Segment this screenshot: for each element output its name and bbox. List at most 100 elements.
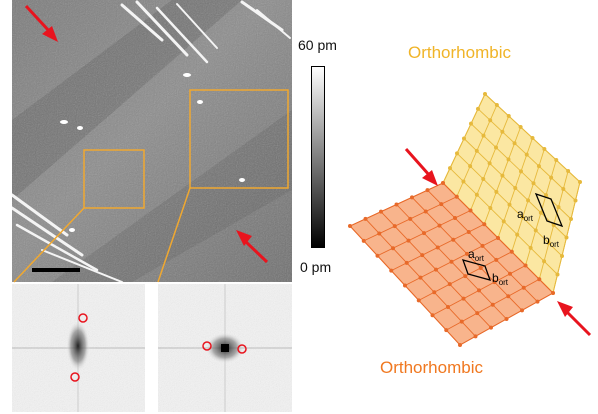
orange-lattice-point bbox=[461, 296, 466, 301]
colorbar-min-label: 0 pm bbox=[300, 259, 332, 275]
colorbar-max-label: 60 pm bbox=[298, 37, 337, 53]
orange-lattice-point bbox=[425, 188, 430, 193]
orange-b-label: bort bbox=[492, 271, 509, 287]
yellow-lattice-point bbox=[476, 106, 480, 111]
orange-unit-cell bbox=[461, 259, 492, 281]
orange-lattice-point bbox=[451, 237, 456, 242]
lattice-schematic: aort bort aort bort bbox=[348, 92, 592, 347]
yellow-lattice-point bbox=[536, 164, 541, 169]
orange-lattice-point bbox=[535, 299, 540, 304]
yellow-lattice-point bbox=[531, 181, 536, 186]
yellow-lattice-point bbox=[530, 136, 535, 140]
scale-bar bbox=[32, 268, 80, 272]
orange-lattice-point bbox=[379, 209, 383, 214]
yellow-b-label: bort bbox=[543, 233, 560, 249]
lattice-arrow-bottom bbox=[557, 301, 592, 337]
orange-lattice-point bbox=[482, 222, 487, 227]
orange-lattice-point bbox=[449, 259, 454, 264]
yellow-lattice-point bbox=[555, 272, 560, 277]
orange-lattice-point bbox=[454, 194, 459, 199]
orange-lattice-point bbox=[416, 298, 421, 303]
yellow-lattice-point bbox=[542, 147, 547, 151]
orange-lattice-point bbox=[523, 263, 528, 268]
fft-peak-marker bbox=[202, 341, 212, 351]
yellow-lattice-point bbox=[474, 192, 479, 197]
yellow-lattice-point bbox=[573, 198, 578, 203]
orange-lattice-point bbox=[444, 328, 449, 333]
yellow-lattice-point bbox=[461, 179, 466, 184]
fft-peak-marker bbox=[237, 344, 247, 354]
yellow-lattice-point bbox=[524, 152, 529, 157]
orange-lattice-point bbox=[480, 243, 485, 248]
yellow-lattice-point bbox=[469, 121, 473, 126]
yellow-lattice-point bbox=[481, 177, 486, 181]
yellow-lattice-point bbox=[494, 103, 499, 107]
orange-lattice-point bbox=[478, 265, 483, 270]
orange-lattice-point bbox=[439, 202, 444, 207]
orange-lattice-point bbox=[466, 229, 471, 234]
orange-lattice-point bbox=[494, 257, 499, 262]
fft-peak-marker bbox=[78, 313, 88, 323]
yellow-lattice-point bbox=[507, 202, 512, 207]
orange-lattice-point bbox=[459, 319, 464, 324]
yellow-lattice-point bbox=[520, 215, 525, 220]
orange-lattice-point bbox=[392, 224, 397, 229]
yellow-lattice-point bbox=[481, 133, 486, 138]
yellow-lattice-point bbox=[526, 198, 531, 203]
orange-lattice-point bbox=[463, 274, 468, 279]
yellow-lattice-point bbox=[569, 217, 573, 221]
fft-panel-right bbox=[158, 284, 292, 412]
orange-lattice-point bbox=[446, 304, 450, 309]
bright-streaks-bottom bbox=[12, 193, 123, 282]
orange-lattice-point bbox=[453, 216, 457, 221]
orange-lattice-point bbox=[509, 249, 514, 254]
orange-lattice-point bbox=[447, 282, 452, 287]
orange-lattice-point bbox=[410, 195, 414, 200]
yellow-lattice-point bbox=[501, 219, 506, 224]
orange-lattice-point bbox=[520, 308, 524, 313]
orange-lattice-point bbox=[422, 231, 426, 236]
yellow-lattice-point bbox=[560, 254, 564, 258]
orange-lattice-point bbox=[468, 208, 473, 213]
yellow-lattice-point bbox=[528, 245, 533, 250]
orange-lattice-point bbox=[458, 343, 462, 347]
bottom-phase-label: Orthorhombic bbox=[380, 358, 483, 377]
orange-lattice-point bbox=[437, 223, 442, 228]
yellow-lattice-point bbox=[494, 145, 498, 150]
yellow-lattice-point bbox=[494, 189, 499, 194]
orange-lattice-point bbox=[418, 275, 423, 280]
yellow-lattice-point bbox=[500, 173, 505, 178]
yellow-lattice-point bbox=[488, 118, 493, 123]
top-phase-label: Orthorhombic bbox=[408, 43, 511, 62]
orange-lattice-point bbox=[489, 325, 493, 330]
arrow-bottom-right bbox=[236, 230, 269, 264]
orange-lattice-point bbox=[434, 267, 438, 272]
yellow-unit-cell bbox=[534, 192, 564, 228]
yellow-lattice-point bbox=[549, 175, 554, 180]
yellow-lattice-point bbox=[538, 210, 543, 215]
orange-lattice-point bbox=[508, 271, 512, 276]
yellow-lattice-point bbox=[448, 166, 452, 171]
yellow-lattice-point bbox=[554, 158, 559, 162]
orange-lattice-point bbox=[441, 181, 445, 185]
lattice-arrow-top bbox=[404, 148, 438, 186]
arrow-top-left bbox=[24, 4, 58, 42]
fft-panel-left bbox=[12, 284, 145, 412]
bright-streaks-top bbox=[120, 0, 291, 64]
yellow-lattice-point bbox=[566, 169, 571, 173]
orange-lattice-point bbox=[404, 260, 409, 265]
large-region-box bbox=[189, 89, 289, 189]
yellow-lattice-point bbox=[468, 164, 473, 169]
yellow-lattice-point bbox=[506, 114, 511, 118]
orange-lattice-sheet bbox=[348, 181, 555, 347]
orange-lattice-point bbox=[432, 290, 437, 295]
stm-topography-image bbox=[12, 0, 292, 282]
orange-lattice-point bbox=[375, 253, 380, 258]
yellow-lattice-point bbox=[462, 136, 466, 141]
orange-lattice-point bbox=[490, 302, 495, 307]
yellow-a-label: aort bbox=[517, 207, 534, 223]
orange-lattice-point bbox=[363, 216, 368, 221]
yellow-lattice-point bbox=[515, 232, 520, 237]
orange-lattice-point bbox=[537, 277, 542, 282]
orange-lattice-point bbox=[403, 283, 407, 288]
